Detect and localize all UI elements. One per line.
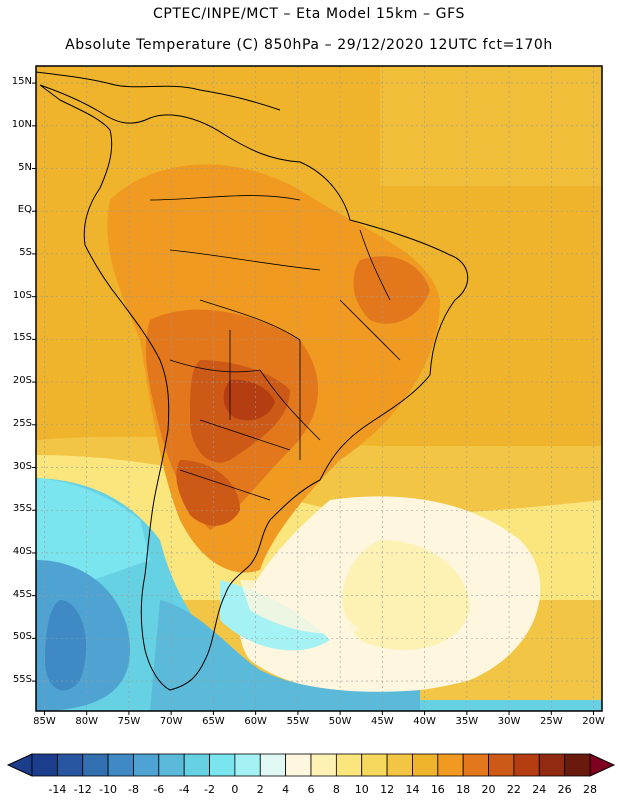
lat-tick-label: 15S bbox=[12, 332, 32, 344]
colorbar-swatch bbox=[412, 753, 439, 777]
lat-tick-label: 10S bbox=[12, 289, 32, 301]
colorbar-swatch bbox=[31, 753, 58, 777]
lon-tick-label: 60W bbox=[244, 716, 267, 727]
colorbar-label: 10 bbox=[354, 783, 369, 796]
lat-tick-label: 35S bbox=[12, 503, 32, 515]
colorbar-label: 2 bbox=[256, 783, 264, 796]
lon-tick-label: 25W bbox=[540, 716, 563, 727]
field-warm-eddy bbox=[342, 540, 470, 650]
lon-tick-label: 70W bbox=[159, 716, 183, 727]
colorbar-swatch bbox=[56, 753, 84, 777]
colorbar-swatch bbox=[234, 753, 261, 777]
colorbar-swatch bbox=[513, 753, 540, 777]
colorbar-swatch bbox=[386, 753, 413, 777]
lat-tick-label: 30S bbox=[12, 460, 32, 472]
field-shelf-light bbox=[240, 580, 360, 634]
colorbar-swatch bbox=[310, 753, 337, 777]
lat-tick-label: 25S bbox=[12, 417, 32, 429]
lon-tick-label: 45W bbox=[371, 716, 394, 727]
lon-tick-label: 85W bbox=[33, 716, 56, 727]
colorbar-label: 28 bbox=[583, 783, 597, 796]
colorbar-swatch bbox=[564, 753, 591, 777]
colorbar-swatch bbox=[107, 753, 134, 777]
coastlines bbox=[36, 71, 469, 691]
colorbar-swatch bbox=[437, 753, 464, 777]
colorbar-label: -4 bbox=[178, 783, 190, 796]
colorbar-label: 26 bbox=[557, 783, 572, 796]
colorbar-max-arrow bbox=[589, 753, 616, 777]
lon-tick-label: 40W bbox=[413, 716, 436, 727]
colorbar-label: -14 bbox=[48, 783, 67, 796]
colorbar-swatch bbox=[82, 753, 109, 777]
lat-tick-label: 55S bbox=[12, 674, 32, 686]
colorbar bbox=[6, 753, 616, 777]
field-argentina-warm bbox=[176, 460, 240, 526]
field-hottest bbox=[223, 379, 275, 421]
lon-tick-label: 65W bbox=[202, 716, 225, 727]
lat-tick-label: 10N bbox=[11, 118, 32, 130]
lon-tick-label: 30W bbox=[497, 716, 521, 727]
colorbar-swatch bbox=[133, 753, 160, 777]
lat-tick-label: 50S bbox=[12, 631, 32, 643]
south-america-coast bbox=[39, 84, 469, 691]
lat-tick-label: 45S bbox=[12, 588, 32, 600]
field-cold-core bbox=[45, 600, 87, 691]
colorbar-swatch bbox=[361, 753, 388, 777]
colorbar-swatch bbox=[259, 753, 287, 777]
colorbar-label: -10 bbox=[99, 783, 118, 796]
lon-tick-label: 35W bbox=[455, 716, 479, 727]
colorbar-swatch bbox=[158, 753, 185, 777]
colorbar-min-arrow bbox=[6, 753, 33, 777]
lat-tick-label: 5S bbox=[19, 246, 32, 258]
colorbar-label: 0 bbox=[231, 783, 239, 796]
lon-tick-label: 55W bbox=[286, 716, 310, 727]
lon-tick-label: 75W bbox=[117, 716, 141, 727]
colorbar-swatch bbox=[538, 753, 566, 777]
colorbar-label: 8 bbox=[332, 783, 340, 796]
colorbar-label: 18 bbox=[456, 783, 471, 796]
map-frame bbox=[35, 65, 603, 712]
colorbar-label: 20 bbox=[481, 783, 496, 796]
colorbar-label: 22 bbox=[506, 783, 521, 796]
colorbar-label: -2 bbox=[204, 783, 216, 796]
map-title-line1: CPTEC/INPE/MCT – Eta Model 15km – GFS bbox=[152, 6, 466, 22]
colorbar-label: 14 bbox=[405, 783, 420, 796]
lon-tick-label: 80W bbox=[75, 716, 98, 727]
axis-ticks bbox=[32, 82, 595, 715]
lat-tick-label: 20S bbox=[12, 375, 32, 387]
caribbean-coast bbox=[36, 71, 281, 111]
colorbar-label: 12 bbox=[380, 783, 395, 796]
graticule bbox=[36, 66, 602, 711]
colorbar-swatch bbox=[285, 753, 312, 777]
lat-tick-label: 40S bbox=[12, 545, 32, 557]
map-title-line2: Absolute Temperature (C) 850hPa – 29/12/… bbox=[65, 37, 553, 53]
colorbar-label: 16 bbox=[430, 783, 445, 796]
colorbar-label: 24 bbox=[532, 783, 547, 796]
colorbar-swatch bbox=[335, 753, 363, 777]
lat-tick-label: 15N bbox=[11, 76, 32, 88]
colorbar-swatch bbox=[462, 753, 489, 777]
colorbar-swatch bbox=[209, 753, 236, 777]
country-borders bbox=[149, 195, 401, 501]
field-drake bbox=[150, 600, 420, 711]
lon-tick-label: 20W bbox=[582, 716, 605, 727]
colorbar-label: 6 bbox=[307, 783, 315, 796]
colorbar-swatch bbox=[183, 753, 210, 777]
field-northeast-warm bbox=[353, 256, 430, 324]
colorbar-swatch bbox=[488, 753, 515, 777]
colorbar-label: 4 bbox=[282, 783, 290, 796]
temperature-field bbox=[36, 66, 602, 711]
colorbar-label: -8 bbox=[127, 783, 139, 796]
colorbar-label: -12 bbox=[73, 783, 92, 796]
lon-tick-label: 50W bbox=[328, 716, 352, 727]
lat-tick-label: 5N bbox=[18, 161, 32, 173]
lat-tick-label: EQ bbox=[17, 204, 32, 216]
colorbar-label: -6 bbox=[153, 783, 165, 796]
